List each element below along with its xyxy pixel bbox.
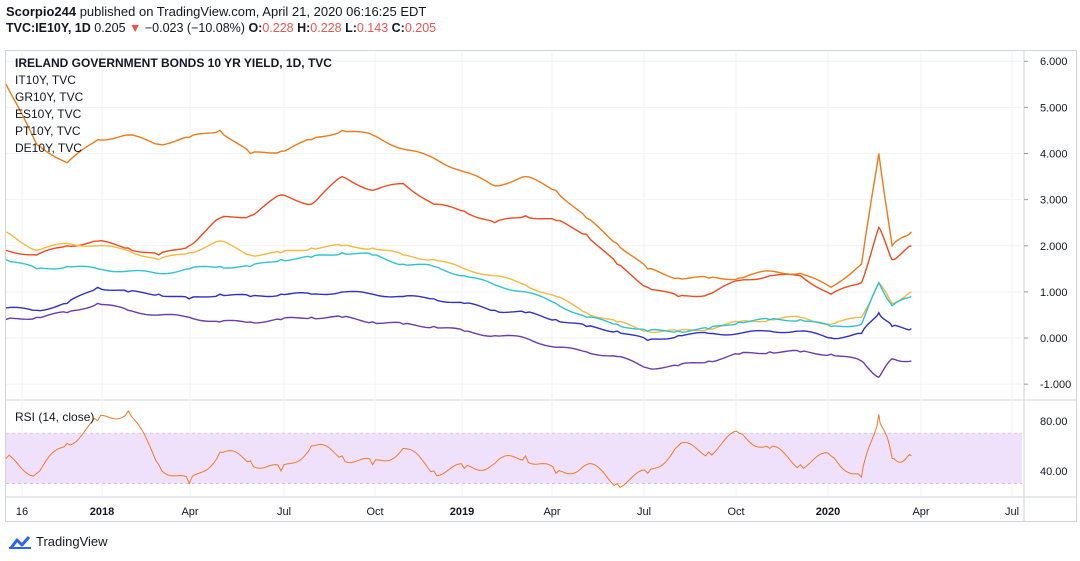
x-tick-label: Jul [1005,506,1019,518]
y-tick-label: 5.000 [1040,102,1068,114]
chart-legend: IRELAND GOVERNMENT BONDS 10 YR YIELD, 1D… [15,55,332,157]
rsi-label: RSI (14, close) [15,410,95,424]
open-value: 0.228 [262,21,294,35]
legend-item-de10y[interactable]: DE10Y, TVC [15,141,82,155]
close-value: 0.205 [404,21,437,35]
x-tick-label: 2018 [90,506,114,518]
y-tick-label: 4.000 [1040,148,1068,160]
high-label: H: [297,21,311,35]
low-label: L: [345,21,357,35]
x-tick-label: Jul [637,506,651,518]
x-tick-label: Apr [181,506,198,518]
legend-item-it10y[interactable]: IT10Y, TVC [15,73,76,87]
series-line-es10y[interactable] [5,231,912,334]
x-tick-label: Oct [727,506,744,518]
price-change: −0.023 (−10.08%) [144,21,245,35]
legend-item-pt10y[interactable]: PT10Y, TVC [15,124,81,138]
y-tick-label: 2.000 [1040,241,1068,253]
down-arrow-icon: ▼ [129,21,142,35]
x-tick-label: Jul [277,506,291,518]
legend-item-es10y[interactable]: ES10Y, TVC [15,107,82,121]
y-tick-label: 3.000 [1040,195,1068,207]
x-tick-label: 2020 [816,506,840,518]
x-tick-label: Oct [366,506,383,518]
x-tick-label: 16 [16,506,28,518]
open-label: O: [248,21,263,35]
y-tick-label: 1.000 [1040,287,1068,299]
x-tick-label: Apr [912,506,929,518]
tradingview-brand: TradingView [36,534,108,549]
close-label: C: [391,21,405,35]
tradingview-logo[interactable]: TradingView [8,534,108,549]
y-tick-label: 6.000 [1040,56,1068,68]
symbol-line: TVC:IE10Y, 1D 0.205 ▼ −0.023 (−10.08%) O… [6,21,436,35]
chart-frame [5,50,1077,522]
high-value: 0.228 [310,21,342,35]
y-tick-label: -1.000 [1040,379,1071,391]
publish-line: Scorpio244 published on TradingView.com,… [6,4,426,19]
main-series-title: IRELAND GOVERNMENT BONDS 10 YR YIELD, 1D… [15,56,332,70]
series-line-pt10y[interactable] [5,251,912,334]
author-name[interactable]: Scorpio244 [6,4,77,19]
series-line-it10y[interactable] [5,175,912,298]
series-line-rsi[interactable] [5,409,912,489]
rsi-y-tick-label: 80.00 [1040,416,1068,428]
symbol-label: TVC:IE10Y, 1D [6,21,91,35]
x-tick-label: 2019 [450,506,474,518]
series-line-de10y[interactable] [5,302,912,379]
tradingview-cloud-icon [9,535,31,549]
y-tick-label: 0.000 [1040,333,1068,345]
series-line-gr10y[interactable] [5,83,912,289]
series-line-ie10y[interactable] [5,286,912,342]
rsi-y-tick-label: 40.00 [1040,466,1068,478]
x-tick-label: Apr [543,506,560,518]
published-text: published on TradingView.com, April 21, … [76,4,427,19]
rsi-band [6,433,1022,484]
low-value: 0.143 [356,21,389,35]
legend-item-gr10y[interactable]: GR10Y, TVC [15,90,84,104]
last-price: 0.205 [94,21,126,35]
